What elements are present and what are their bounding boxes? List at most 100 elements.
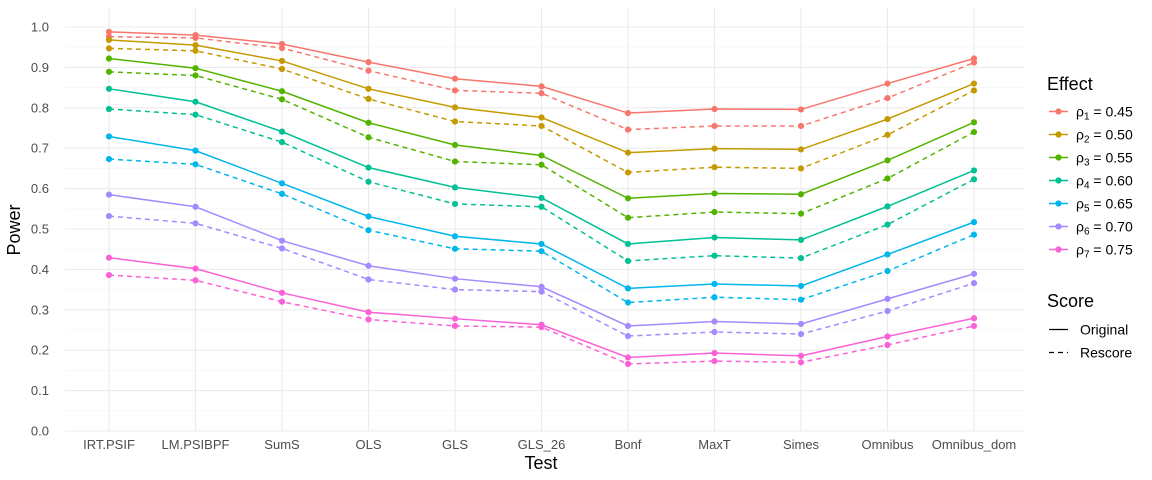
effect-legend-item: ρ5 = 0.65 (1049, 196, 1133, 215)
data-point (451, 184, 459, 191)
effect-legend-title: Effect (1047, 74, 1093, 94)
data-point (970, 176, 978, 183)
data-point (797, 165, 805, 172)
data-point (105, 254, 113, 261)
data-point (970, 87, 978, 94)
data-point (451, 275, 459, 282)
data-point (365, 213, 372, 220)
data-point (538, 248, 545, 255)
data-point (884, 307, 891, 315)
data-point (970, 315, 978, 322)
data-point (884, 95, 891, 102)
y-axis-title: Power (4, 204, 24, 255)
data-point (624, 240, 632, 248)
data-point (624, 332, 632, 340)
x-tick-label: LM.PSIBPF (162, 437, 230, 452)
data-point (797, 191, 805, 198)
data-point (884, 131, 891, 138)
data-point (797, 320, 805, 328)
data-point (278, 289, 286, 296)
data-point (365, 227, 372, 234)
data-point (538, 152, 545, 159)
data-point (192, 42, 199, 49)
data-point (451, 322, 459, 330)
data-point (624, 257, 632, 265)
data-point (884, 116, 891, 123)
score-legend-label: Rescore (1080, 345, 1132, 361)
data-point (711, 190, 718, 197)
x-tick-label: MaxT (698, 437, 731, 452)
data-point (105, 133, 113, 140)
data-point (192, 203, 199, 210)
data-point (278, 190, 286, 197)
data-point (884, 175, 891, 182)
series (105, 85, 978, 248)
data-point (451, 286, 459, 293)
legend-point-swatch (1055, 223, 1062, 230)
data-point (970, 219, 978, 226)
data-point (970, 59, 978, 66)
data-point (192, 161, 199, 168)
data-point (797, 236, 805, 244)
data-point (192, 98, 199, 105)
effect-legend-item: ρ2 = 0.50 (1049, 127, 1133, 146)
data-point (538, 288, 545, 295)
data-point (624, 322, 632, 330)
data-point (278, 65, 286, 73)
data-point (105, 28, 113, 35)
data-point (711, 234, 718, 241)
effect-legend-item: ρ3 = 0.55 (1049, 150, 1133, 169)
y-tick-label: 0.7 (31, 141, 49, 156)
x-tick-label: IRT.PSIF (83, 437, 135, 452)
effect-legend-label: ρ3 = 0.55 (1076, 150, 1133, 169)
y-tick-label: 0.8 (31, 100, 49, 115)
data-point (538, 83, 545, 90)
x-tick-label: GLS (442, 437, 468, 452)
data-point (105, 191, 113, 198)
data-point (278, 180, 286, 187)
series (105, 212, 978, 340)
data-point (797, 122, 805, 130)
data-point (797, 210, 805, 217)
series-line (108, 274, 975, 365)
data-point (624, 285, 632, 292)
y-tick-label: 0.0 (31, 424, 49, 439)
effect-legend-item: ρ1 = 0.45 (1049, 104, 1133, 123)
data-point (970, 80, 978, 87)
legend-point-swatch (1055, 108, 1062, 115)
data-point (797, 359, 805, 366)
y-tick-label: 0.2 (31, 343, 49, 358)
x-tick-label: OLS (355, 437, 381, 452)
data-point (278, 57, 286, 65)
data-point (711, 208, 718, 216)
data-point (105, 45, 113, 52)
x-tick-label: Bonf (615, 437, 642, 452)
data-point (451, 233, 459, 240)
data-point (797, 146, 805, 153)
data-point (624, 354, 632, 361)
data-point (538, 324, 545, 331)
data-point (451, 200, 459, 208)
data-point (538, 122, 545, 130)
series (105, 133, 978, 292)
y-tick-label: 0.1 (31, 383, 49, 398)
data-point (365, 67, 372, 74)
data-point (365, 164, 372, 171)
data-point (538, 161, 545, 168)
data-point (105, 85, 113, 92)
data-point (624, 299, 632, 306)
y-tick-label: 0.3 (31, 302, 49, 317)
data-point (451, 104, 459, 111)
data-point (624, 360, 632, 368)
data-point (884, 221, 891, 228)
data-point (538, 114, 545, 121)
data-point (192, 265, 199, 272)
data-point (451, 158, 459, 165)
data-point (365, 134, 372, 141)
y-tick-label: 0.9 (31, 60, 49, 75)
y-tick-label: 0.6 (31, 181, 49, 196)
series (105, 68, 978, 221)
data-point (711, 328, 718, 336)
data-point (365, 85, 372, 92)
